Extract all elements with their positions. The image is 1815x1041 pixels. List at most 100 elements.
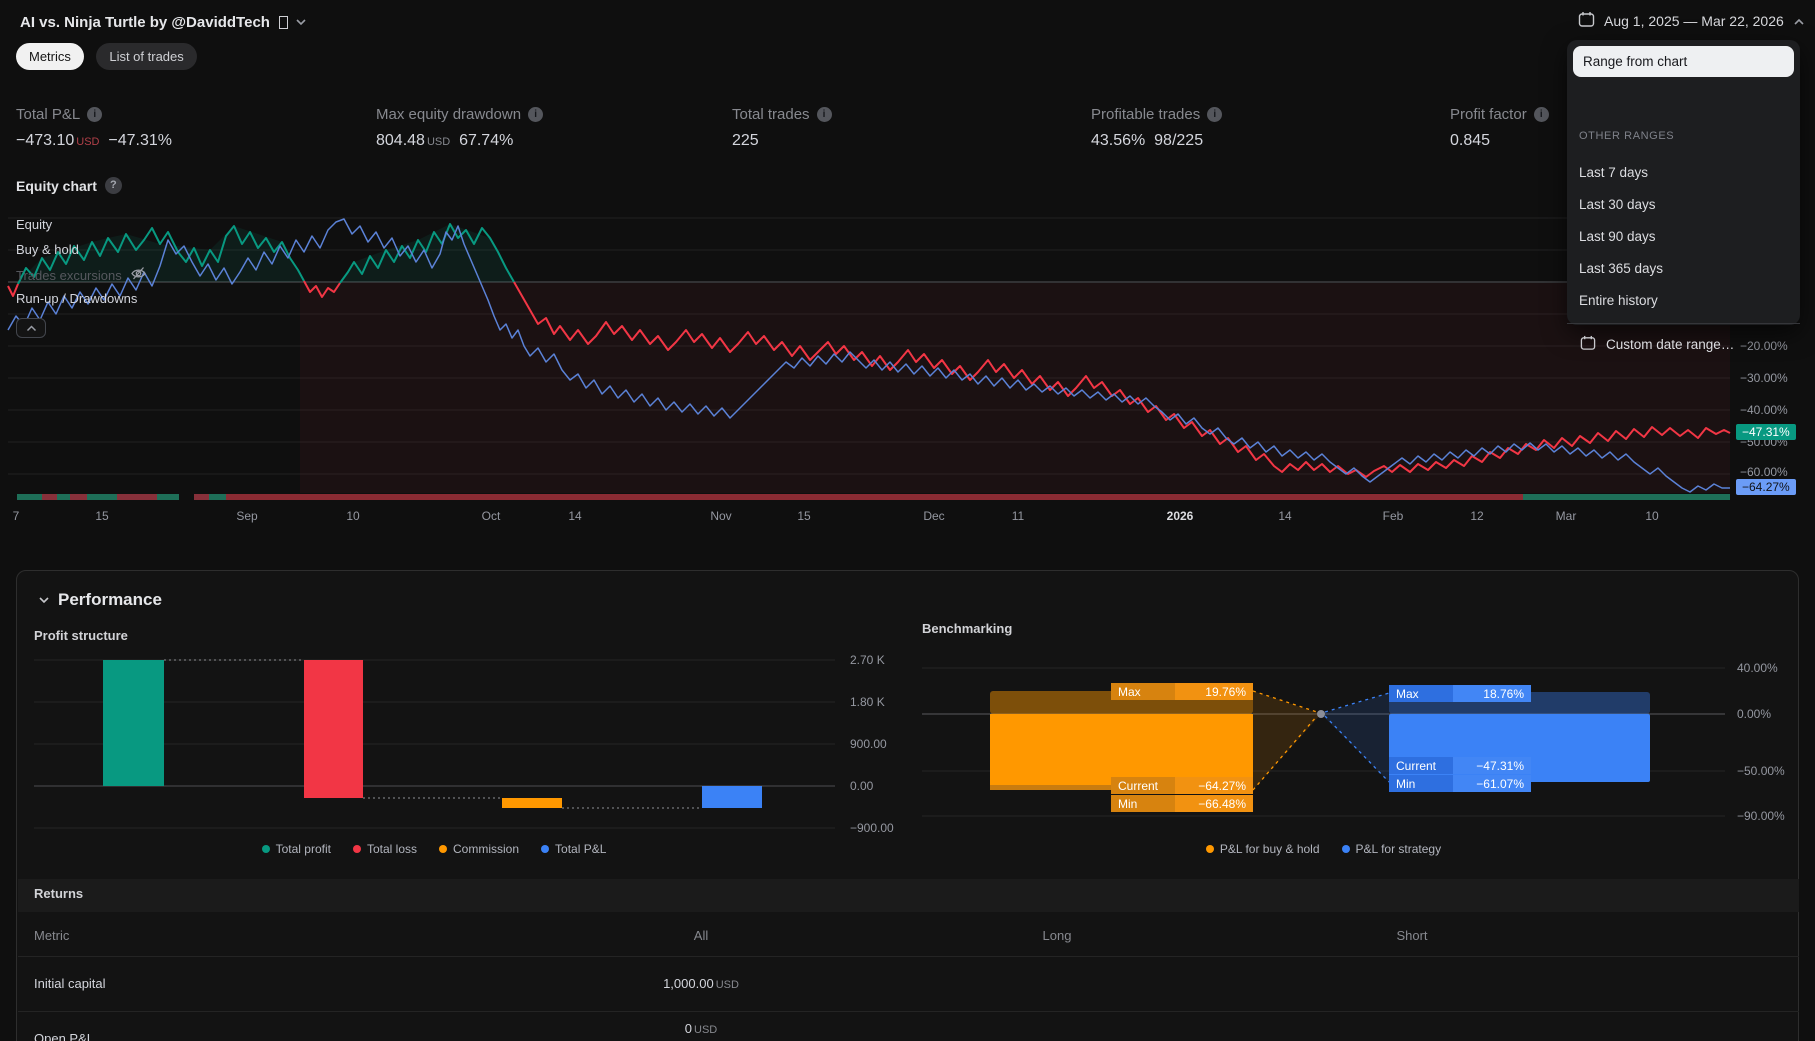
y-axis-tick: 2.70 K [850,653,885,667]
total-pl-dot-icon [541,845,549,853]
metric-label: Max equity drawdown [376,106,521,123]
row-value-initial-capital: 1,000.00USD [663,976,739,991]
buy-hold-current-badge: −64.27% [1736,479,1796,495]
column-header-metric: Metric [34,928,69,943]
equity-chart-plot [8,218,1730,500]
y-axis-tick: −40.00% [1740,403,1788,417]
buy-hold-min-badge: Min −66.48% [1111,795,1253,812]
y-axis-tick: −30.00% [1740,371,1788,385]
metric-secondary: 98/225 [1154,132,1203,149]
menu-item-custom-date-range[interactable]: Custom date range… [1567,329,1800,359]
help-icon[interactable]: ? [105,177,122,194]
y-axis-tick: 0.00% [1737,707,1771,721]
info-icon[interactable]: i [817,107,832,122]
x-axis-tick: Feb [1383,509,1404,523]
eye-off-icon[interactable] [130,266,147,284]
info-icon[interactable]: i [528,107,543,122]
performance-card [16,570,1799,1041]
page-title: AI vs. Ninja Turtle by @DaviddTech [20,14,270,31]
info-icon[interactable]: i [1207,107,1222,122]
other-ranges-section-label: OTHER RANGES [1579,130,1674,142]
legend-item: Total loss [353,842,417,856]
legend-item: Commission [439,842,519,856]
metric-label: Total trades [732,106,810,123]
x-axis-tick: 15 [797,509,810,523]
menu-item-entire-history[interactable]: Entire history [1567,286,1800,314]
legend-label: Trades excursions [16,268,122,283]
badge-value: −61.07% [1453,775,1531,792]
metric-label: Profit factor [1450,106,1527,123]
legend-label: Run-up / Drawdowns [16,291,137,306]
info-icon[interactable]: i [87,107,102,122]
badge-value: 19.76% [1175,683,1253,700]
commission-dot-icon [439,845,447,853]
metric-secondary: −47.31% [108,132,172,149]
badge-value: 18.76% [1453,685,1531,702]
x-axis-tick: 11 [1012,509,1024,523]
table-divider [18,956,1799,957]
x-axis-tick: 7 [13,509,20,523]
metric-secondary: 67.74% [459,132,513,149]
badge-label: Min [1389,775,1453,792]
metric-currency: USD [76,136,99,148]
y-axis-tick: −90.00% [1737,809,1785,823]
badge-label: Max [1111,683,1175,700]
menu-item-last-90-days[interactable]: Last 90 days [1567,222,1800,250]
metric-currency: USD [427,136,450,148]
benchmarking-title: Benchmarking [922,621,1012,636]
y-axis-tick: −60.00% [1740,465,1788,479]
y-axis-tick: −50.00% [1737,764,1785,778]
x-axis-tick: 10 [346,509,359,523]
metric-total-pl: Total P&Li −473.10USD −47.31% [16,106,172,150]
legend-item: Total P&L [541,842,606,856]
menu-item-last-7-days[interactable]: Last 7 days [1567,158,1800,186]
badge-label: Max [1389,685,1453,702]
metric-total-trades: Total tradesi 225 [732,106,832,150]
metric-label: Total P&L [16,106,80,123]
metric-profitable-trades: Profitable tradesi 43.56% 98/225 [1091,106,1222,150]
returns-header-band [18,879,1799,912]
menu-divider [1567,323,1800,324]
menu-item-last-30-days[interactable]: Last 30 days [1567,190,1800,218]
badge-value: −47.31% [1453,757,1531,774]
legend-item: P&L for strategy [1342,842,1442,856]
strategy-current-badge: −47.31% [1736,424,1796,440]
range-from-chart-option[interactable]: Range from chart [1573,46,1794,77]
metric-label: Profitable trades [1091,106,1200,123]
legend-trades-excursions[interactable]: Trades excursions [16,266,147,284]
legend-item: P&L for buy & hold [1206,842,1320,856]
info-icon[interactable]: i [1534,107,1549,122]
trade-direction-strip [17,494,1730,500]
badge-value: −64.27% [1175,777,1253,794]
lock-icon [279,16,288,29]
tab-list-of-trades[interactable]: List of trades [96,43,196,70]
metric-max-drawdown: Max equity drawdown i 804.48USD 67.74% [376,106,543,150]
x-axis-tick: 10 [1645,509,1658,523]
report-header: AI vs. Ninja Turtle by @DaviddTech [20,13,307,31]
table-divider [18,1011,1799,1012]
y-axis-tick: 40.00% [1737,661,1778,675]
strategy-max-badge: Max 18.76% [1389,685,1531,702]
legend-runup-drawdowns[interactable]: Run-up / Drawdowns [16,291,137,306]
buy-hold-max-badge: Max 19.76% [1111,683,1253,700]
chevron-down-icon[interactable] [295,13,307,31]
legend-equity[interactable]: Equity [16,217,52,232]
x-axis-tick: 12 [1470,509,1483,523]
legend-buy-hold[interactable]: Buy & hold [16,242,79,257]
column-header-all: All [694,928,708,943]
performance-title: Performance [58,590,162,610]
chevron-up-icon [1793,13,1805,29]
metric-value: 804.48 [376,132,425,149]
returns-title: Returns [34,886,83,901]
x-axis-tick: Dec [923,509,944,523]
tab-metrics[interactable]: Metrics [16,43,84,70]
row-label-initial-capital: Initial capital [34,976,106,991]
y-axis-tick: 1.80 K [850,695,885,709]
strategy-dot-icon [1342,845,1350,853]
performance-header[interactable]: Performance [38,590,162,610]
x-axis-tick: Oct [482,509,501,523]
column-header-long: Long [1043,928,1072,943]
menu-item-last-365-days[interactable]: Last 365 days [1567,254,1800,282]
date-range-button[interactable]: Aug 1, 2025 — Mar 22, 2026 [1578,11,1805,31]
collapse-chart-button[interactable] [16,318,46,338]
